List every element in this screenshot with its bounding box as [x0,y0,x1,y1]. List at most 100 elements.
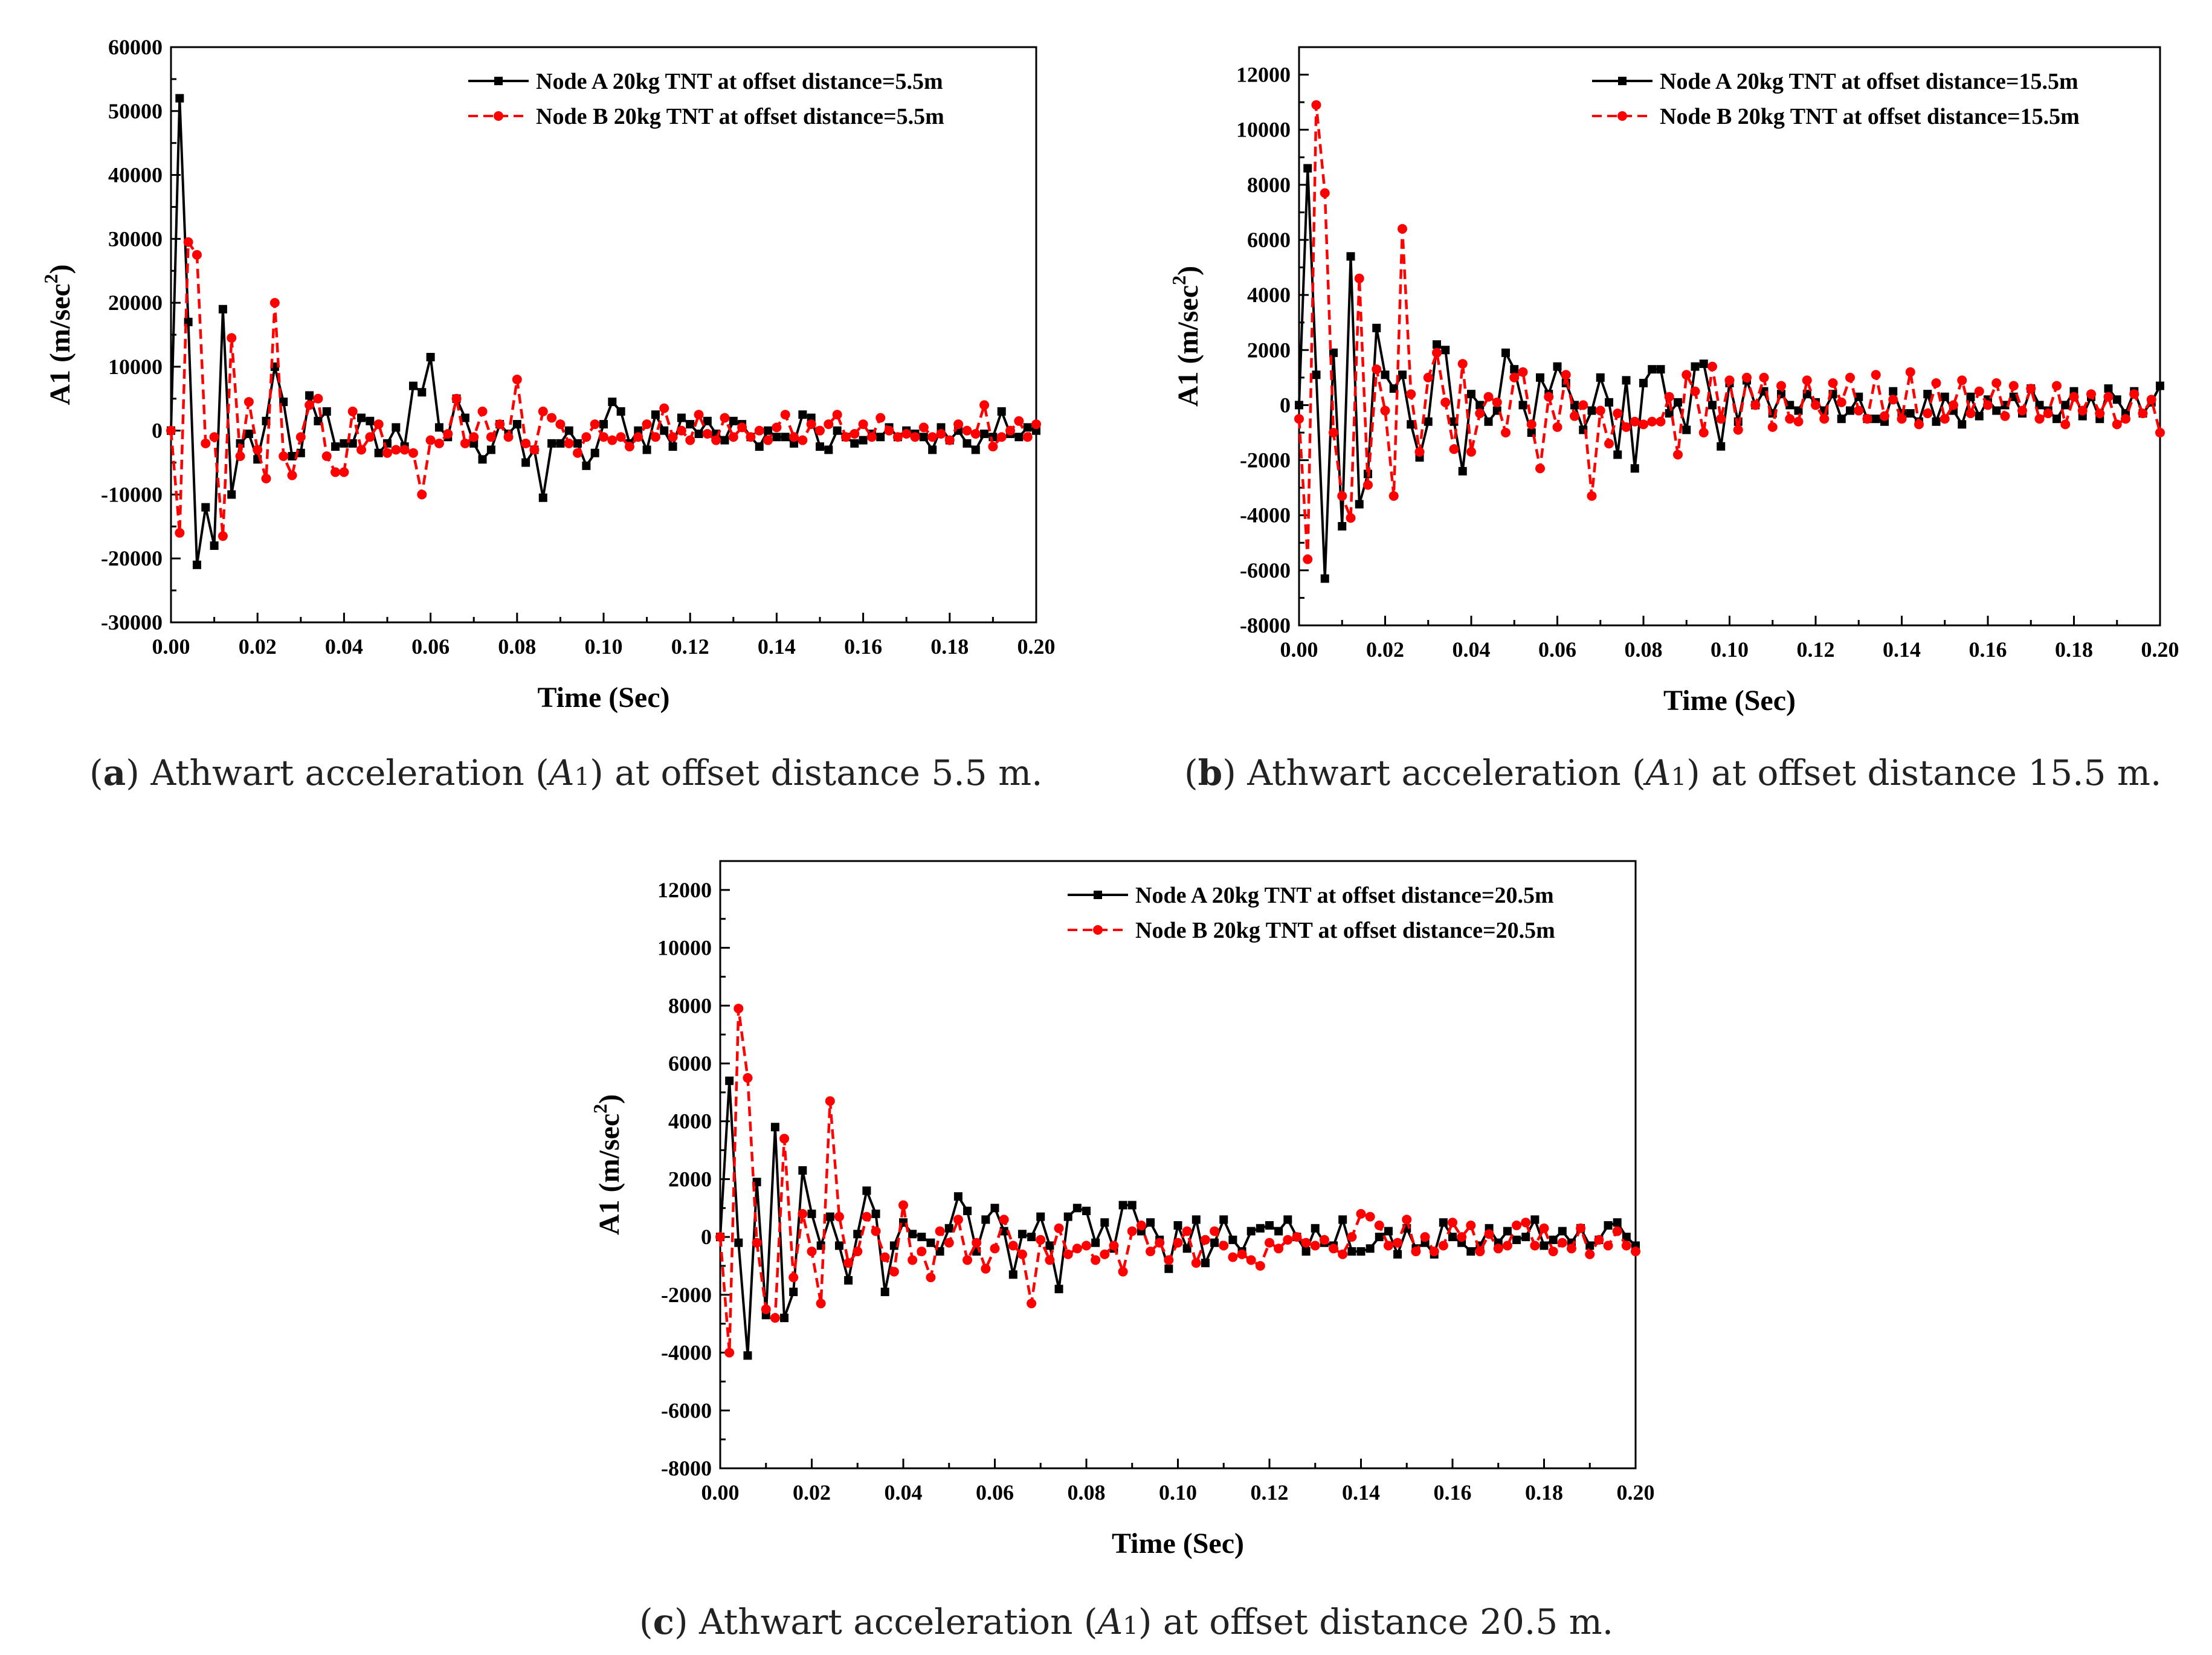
node-b-point [2103,392,2114,402]
node-a-point [1063,1212,1072,1221]
node-b-point [486,432,496,442]
node-a-point [1219,1215,1228,1224]
node-a-point [1512,1235,1521,1244]
node-b-point [313,393,323,404]
node-b-point [1146,1247,1156,1257]
node-a-point [917,1233,926,1242]
node-b-point [209,432,219,442]
node-b-point [1539,1223,1549,1233]
node-b-point [1008,1240,1018,1251]
node-b-point [963,1255,973,1265]
node-a-point [1393,1250,1402,1259]
node-a-point [734,1238,743,1247]
node-b-point [1544,392,1554,402]
node-a-point [1182,1244,1191,1253]
node-b-point [331,467,341,477]
node-a-point [668,442,677,451]
node-a-point [227,490,236,499]
node-a-point [1384,1227,1393,1236]
node-b-point [287,470,297,480]
y-tick-label: -6000 [1240,558,1291,582]
node-b-point [1492,397,1502,407]
node-b-point [752,1237,762,1248]
node-b-point [1380,405,1390,416]
node-b-point [1031,419,1041,430]
node-b-point [1294,414,1304,424]
node-b-point [1191,1258,1201,1268]
node-b-point [1402,1215,1412,1225]
node-b-point [2069,392,2079,402]
node-a-point [677,413,686,422]
node-b-point [1045,1255,1055,1265]
node-b-point [1733,425,1743,435]
node-a-point [218,305,227,314]
node-b-point [1200,1234,1210,1245]
node-b-point [1750,400,1761,410]
node-b-point [871,1226,881,1236]
node-b-point [1518,367,1528,377]
node-a-point [1958,420,1967,429]
node-a-point [981,1215,990,1224]
y-tick-label: 4000 [1247,283,1291,307]
node-a-point [547,439,556,448]
node-a-point [1518,401,1527,410]
node-b-point [1072,1244,1082,1254]
node-b-point [953,419,964,430]
node-a-point [908,1230,917,1239]
node-b-point [1219,1240,1229,1251]
node-b-point [1127,1226,1137,1236]
node-a-point [608,398,617,407]
node-b-point [538,406,548,416]
node-a-point [1549,1235,1558,1244]
node-b-point [503,432,514,442]
node-b-point [1502,1240,1512,1251]
node-b-point [339,467,349,477]
node-b-point [788,1273,799,1283]
node-b-point [1871,370,1881,380]
node-b-point [1776,381,1786,391]
x-tick-label: 0.20 [1017,634,1056,659]
node-b-point [1027,1299,1037,1309]
node-b-point [862,1211,872,1222]
node-a-point [1648,365,1657,374]
y-tick-label: 0 [701,1225,712,1249]
node-b-point [962,425,972,436]
node-b-point [1595,405,1605,416]
node-b-point [399,445,410,455]
y-axis-title-exponent: 2 [589,1104,611,1114]
node-a-point [1691,362,1700,371]
node-b-point [843,1258,854,1268]
node-a-point [288,451,297,460]
y-tick-label: 0 [152,419,163,443]
plot-frame [719,860,1637,1469]
y-tick-label: 8000 [1247,173,1291,197]
node-a-point [1699,360,1708,369]
node-b-point [1246,1255,1256,1265]
node-a-point [1785,401,1794,410]
node-b-point [2112,419,2122,430]
node-b-point [840,432,851,442]
node-b-point [743,1073,753,1083]
node-a-point [876,433,885,442]
y-tick-label: 12000 [1236,63,1291,87]
node-a-point [374,448,383,457]
y-tick-label: -2000 [1240,448,1291,473]
node-a-point [486,445,495,454]
node-b-point [1423,372,1433,382]
node-b-point [715,1232,725,1242]
node-b-point [1630,416,1640,427]
node-b-point [1255,1261,1265,1271]
node-a-point [729,416,738,425]
node-a-point [1295,401,1303,410]
node-b-point [1639,419,1648,430]
node-a-point [963,1207,972,1216]
legend-node-a-marker [494,77,503,85]
node-b-point [365,432,375,442]
node-b-point [1237,1249,1247,1259]
node-a-point [1466,1247,1475,1256]
x-axis-title: Time (Sec) [537,682,669,714]
node-b-point [979,400,990,410]
node-b-point [1811,400,1820,410]
node-b-point [2060,419,2071,430]
